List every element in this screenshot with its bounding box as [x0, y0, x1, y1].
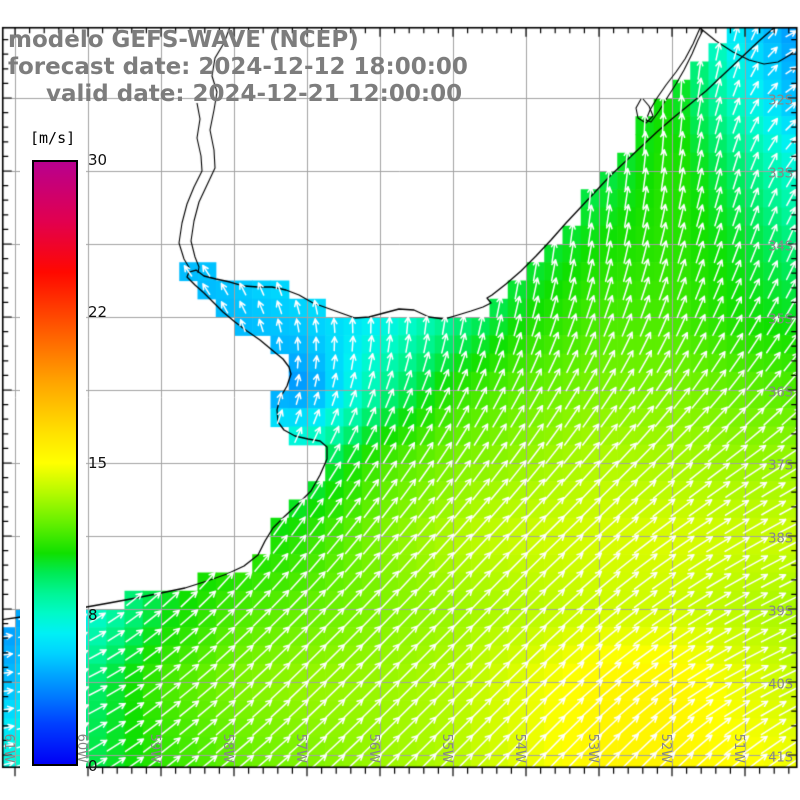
longitude-label: 56W [366, 733, 381, 763]
latitude-label: 36S [768, 385, 793, 401]
colorbar-unit-label: [m/s] [30, 129, 76, 147]
longitude-label: 51W [731, 733, 746, 763]
latitude-label: 35S [768, 312, 793, 328]
longitude-label: 52W [658, 733, 673, 763]
latitude-label: 32S [768, 93, 793, 109]
map-title: modelo GEFS-WAVE (NCEP) [8, 27, 359, 53]
colorbar-tick-label: 8 [88, 605, 98, 624]
latitude-label: 41S [768, 750, 793, 766]
colorbar-tick-label: 15 [88, 454, 108, 472]
longitude-label: 59W [147, 733, 162, 763]
longitude-label: 61W [1, 733, 16, 763]
longitude-label: 55W [439, 733, 454, 763]
latitude-label: 39S [768, 604, 793, 620]
forecast-date-label: forecast date: 2024-12-12 18:00:00 [8, 54, 468, 80]
latitude-label: 34S [768, 239, 793, 255]
latitude-label: 37S [768, 458, 793, 474]
colorbar-tick-label: 22 [88, 302, 108, 321]
latitude-label: 38S [768, 531, 793, 547]
latitude-label: 40S [768, 677, 793, 693]
longitude-label: 53W [585, 733, 600, 763]
valid-date-label: valid date: 2024-12-21 12:00:00 [46, 81, 463, 107]
longitude-label: 57W [293, 733, 308, 763]
longitude-label: 58W [220, 733, 235, 763]
longitude-label: 60W [74, 733, 89, 763]
colorbar-tick-label: 30 [88, 151, 108, 169]
colorbar [32, 160, 78, 766]
latitude-label: 33S [768, 166, 793, 182]
longitude-label: 54W [512, 733, 527, 763]
colorbar-tick-label: 0 [88, 757, 98, 775]
